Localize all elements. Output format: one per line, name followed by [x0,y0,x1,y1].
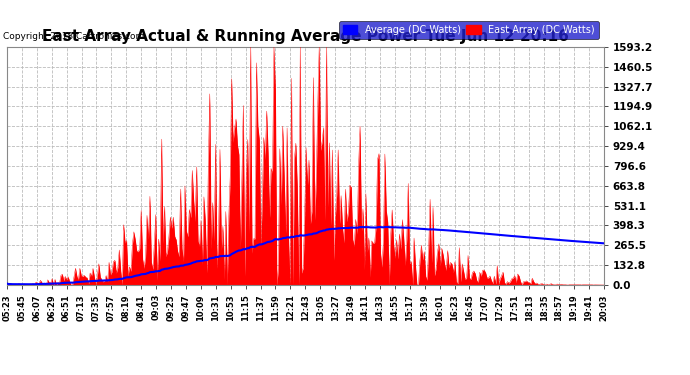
Legend: Average (DC Watts), East Array (DC Watts): Average (DC Watts), East Array (DC Watts… [339,21,599,39]
Title: East Array Actual & Running Average Power Tue Jun 12 20:16: East Array Actual & Running Average Powe… [42,29,569,44]
Text: Copyright 2018 Cartronics.com: Copyright 2018 Cartronics.com [3,32,145,41]
